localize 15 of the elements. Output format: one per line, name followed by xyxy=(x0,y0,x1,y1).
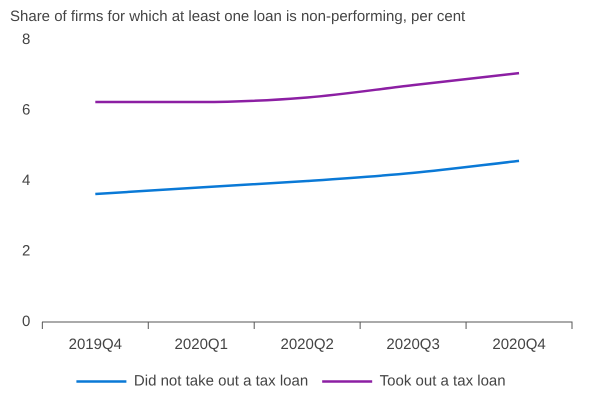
legend-label: Took out a tax loan xyxy=(380,372,506,390)
y-tick-label: 0 xyxy=(22,313,30,330)
y-tick-label: 8 xyxy=(22,31,30,48)
y-tick-label: 6 xyxy=(22,102,30,119)
x-tick-label: 2019Q4 xyxy=(68,336,122,354)
legend-label: Did not take out a tax loan xyxy=(134,372,308,390)
line-series xyxy=(94,72,520,104)
line-series xyxy=(94,160,520,196)
x-tick-label: 2020Q4 xyxy=(492,336,546,354)
y-tick-label: 2 xyxy=(22,242,30,260)
x-tick-label: 2020Q1 xyxy=(174,336,228,354)
y-tick-label: 4 xyxy=(22,172,30,190)
x-tick-label: 2020Q3 xyxy=(386,336,440,354)
chart-title: Share of firms for which at least one loan is non-performing, per cent xyxy=(10,8,466,26)
x-tick-label: 2020Q2 xyxy=(280,336,334,354)
